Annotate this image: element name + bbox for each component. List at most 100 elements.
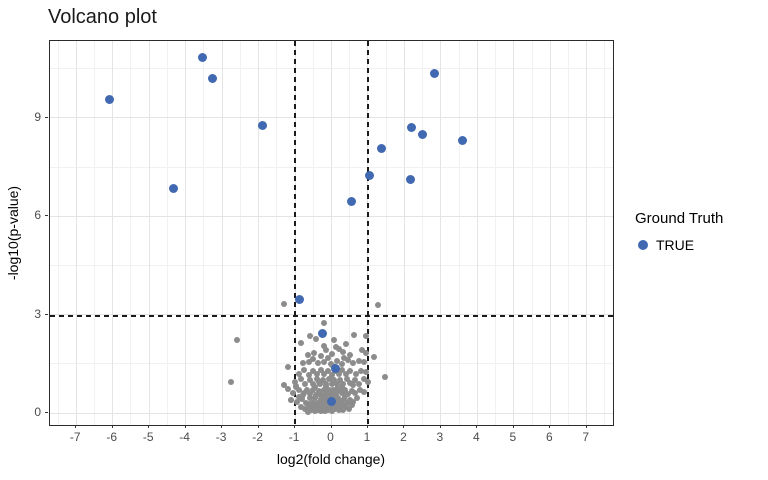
data-point: [324, 367, 331, 374]
data-point: [304, 351, 311, 358]
data-point: [371, 353, 378, 360]
x-tick-mark: [221, 425, 223, 428]
data-point: [354, 395, 361, 402]
data-point: [374, 301, 381, 308]
data-point: [350, 382, 357, 389]
data-point: [350, 360, 357, 367]
x-tick-label: -2: [252, 430, 263, 444]
data-point: [304, 408, 311, 415]
data-point: [319, 393, 326, 400]
x-tick-label: -5: [142, 430, 154, 444]
y-tick-mark: [45, 116, 48, 118]
data-point: [339, 383, 346, 390]
x-tick-label: 0: [327, 430, 334, 444]
data-point: [310, 356, 317, 363]
data-point: [335, 395, 342, 402]
x-tick-label: 7: [582, 430, 590, 444]
data-point: [363, 350, 370, 357]
data-point: [295, 386, 302, 393]
data-point: [346, 351, 353, 358]
x-minor-gridline: [276, 41, 278, 425]
data-point: [352, 371, 359, 378]
data-point: [321, 371, 328, 378]
data-point: [328, 351, 335, 358]
data-point: [319, 400, 326, 407]
data-point: [321, 358, 328, 365]
x-tick-mark: [184, 425, 186, 428]
x-tick-mark: [75, 425, 77, 428]
data-point: [317, 352, 324, 359]
x-major-gridline: [403, 41, 405, 425]
x-tick-mark: [366, 425, 368, 428]
data-point: [351, 332, 358, 339]
x-major-gridline: [331, 41, 332, 425]
data-point: [299, 360, 306, 367]
x-tick-mark: [294, 425, 296, 428]
data-point: [334, 381, 341, 388]
data-point: [328, 389, 335, 396]
x-tick-mark: [476, 425, 478, 428]
data-point-true: [327, 397, 336, 407]
legend-title: Ground Truth: [635, 210, 724, 227]
y-major-gridline: [50, 117, 613, 119]
data-point: [299, 396, 306, 403]
data-point: [350, 398, 357, 405]
data-point-true: [331, 364, 341, 374]
data-point: [332, 400, 339, 407]
y-tick-mark: [45, 412, 48, 414]
data-point: [344, 357, 351, 363]
data-point: [339, 366, 346, 373]
x-tick-label: 2: [400, 430, 407, 444]
data-point: [325, 405, 332, 412]
data-point: [228, 378, 235, 385]
x-tick-label: 4: [473, 430, 480, 444]
x-minor-gridline: [312, 41, 314, 425]
data-point: [347, 367, 354, 374]
data-point-true: [294, 295, 304, 305]
data-point: [339, 360, 346, 367]
data-point: [356, 386, 363, 393]
data-point-true: [376, 144, 386, 154]
data-point: [316, 405, 323, 412]
data-point: [325, 387, 332, 394]
x-tick-label: -3: [215, 430, 227, 444]
data-point: [312, 395, 319, 402]
data-point: [343, 370, 350, 377]
data-point-true: [104, 95, 114, 105]
x-tick-mark: [439, 425, 441, 428]
data-point: [306, 395, 313, 402]
x-major-gridline: [75, 41, 77, 425]
data-point: [341, 355, 348, 362]
x-tick-mark: [512, 425, 514, 428]
fold-change-threshold-line: [367, 41, 369, 425]
x-major-gridline: [185, 41, 187, 425]
data-point: [337, 377, 344, 384]
data-point: [323, 347, 330, 354]
x-tick-mark: [257, 425, 259, 428]
data-point: [306, 358, 313, 365]
data-point-true: [347, 196, 357, 206]
x-tick-label: -6: [106, 430, 118, 444]
data-point: [319, 377, 326, 384]
legend: Ground Truth TRUE: [635, 210, 723, 253]
data-point: [297, 375, 304, 382]
data-point: [234, 336, 241, 343]
data-point: [307, 391, 314, 398]
data-point: [362, 333, 369, 340]
data-point: [363, 369, 370, 376]
x-major-gridline: [476, 41, 478, 425]
data-point: [342, 393, 349, 400]
data-point: [332, 406, 339, 413]
data-point: [351, 377, 358, 384]
data-point: [359, 347, 366, 354]
data-point: [284, 363, 291, 370]
data-point: [340, 380, 347, 387]
data-point: [302, 400, 309, 407]
data-point: [310, 380, 317, 387]
data-point: [313, 392, 320, 399]
x-tick-label: 1: [363, 430, 371, 444]
data-point: [355, 357, 362, 364]
x-tick-label: -4: [179, 430, 190, 444]
x-minor-gridline: [239, 41, 241, 425]
x-minor-gridline: [458, 41, 460, 425]
